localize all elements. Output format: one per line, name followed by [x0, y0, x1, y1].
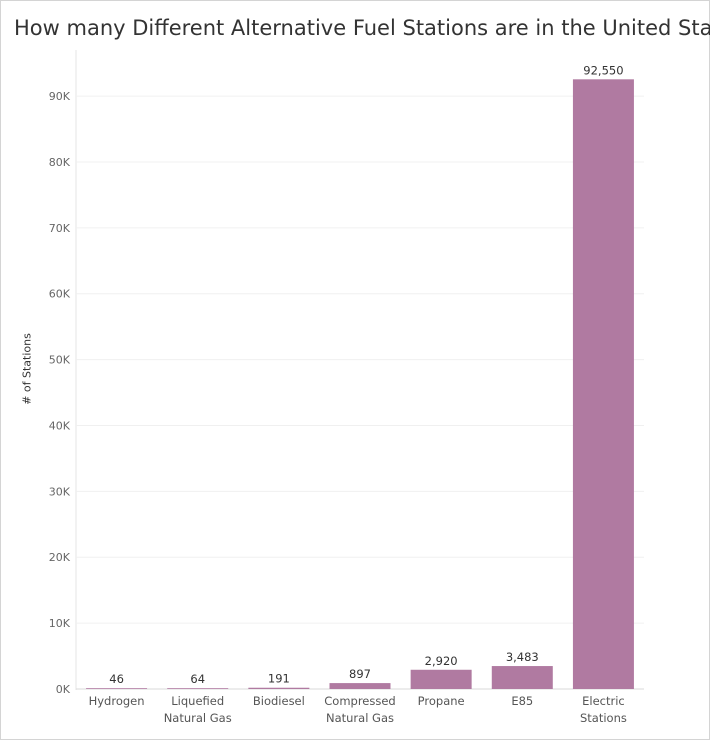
x-tick-label: E85	[511, 694, 533, 708]
bar	[491, 666, 553, 689]
data-label: 46	[109, 672, 124, 686]
data-label: 3,483	[506, 650, 539, 664]
y-tick-label: 80K	[49, 156, 71, 169]
x-tick-label: Propane	[418, 694, 465, 708]
data-label: 2,920	[425, 654, 458, 668]
y-tick-label: 50K	[49, 354, 71, 367]
bar	[572, 79, 634, 690]
y-tick-label: 0K	[56, 683, 71, 696]
y-tick-label: 40K	[49, 419, 71, 432]
data-label: 92,550	[583, 63, 623, 77]
data-label: 191	[268, 672, 290, 686]
x-tick-label: Biodiesel	[253, 694, 305, 708]
y-tick-label: 10K	[49, 617, 71, 630]
x-tick-label: Electric	[582, 694, 625, 708]
x-tick-label: Compressed	[324, 694, 395, 708]
data-label: 897	[349, 667, 371, 681]
y-tick-label: 70K	[49, 222, 71, 235]
bar	[86, 688, 148, 689]
y-tick-label: 20K	[49, 551, 71, 564]
x-tick-label: Stations	[580, 711, 627, 725]
chart-title: How many Different Alternative Fuel Stat…	[14, 16, 710, 40]
x-tick-label: Hydrogen	[89, 694, 145, 708]
bar	[410, 669, 472, 689]
x-tick-label: Natural Gas	[326, 711, 394, 725]
bar	[248, 687, 310, 689]
y-tick-label: 60K	[49, 288, 71, 301]
y-tick-label: 90K	[49, 90, 71, 103]
bar	[167, 688, 229, 689]
bar	[329, 683, 391, 689]
x-tick-label: Liquefied	[171, 694, 224, 708]
y-tick-label: 30K	[49, 485, 71, 498]
x-tick-label: Natural Gas	[164, 711, 232, 725]
data-label: 64	[190, 672, 205, 686]
